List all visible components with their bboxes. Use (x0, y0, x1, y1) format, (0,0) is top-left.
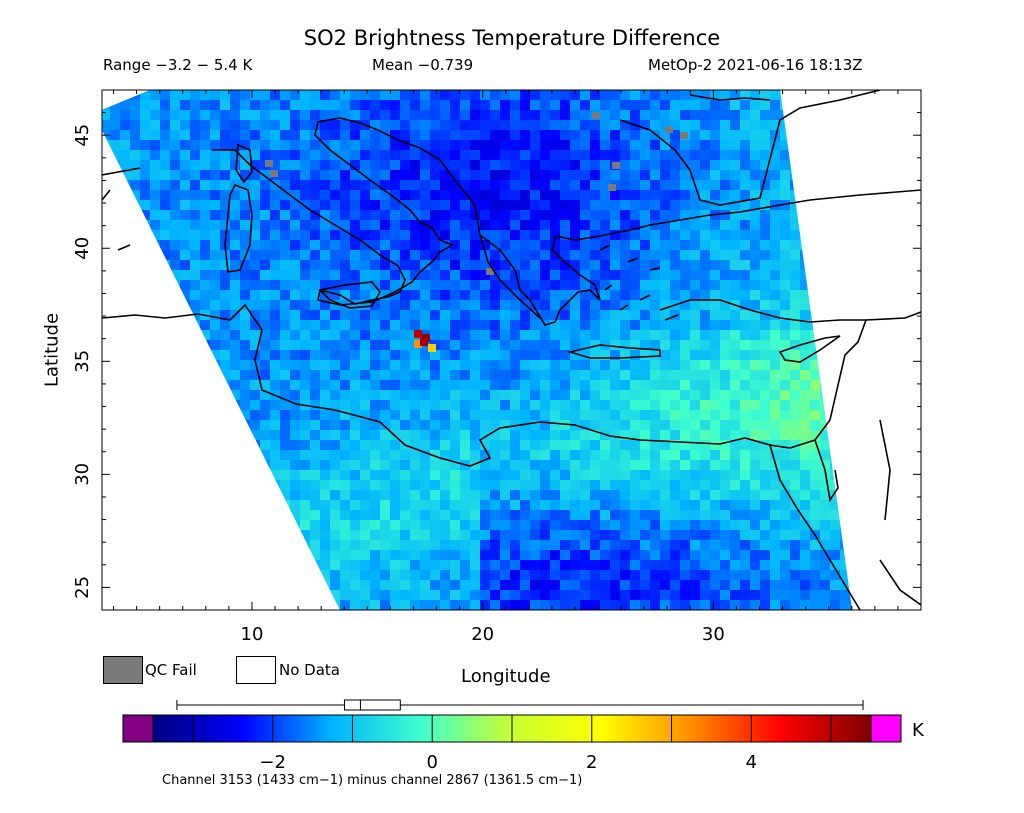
qc-fail-pixel (270, 170, 278, 177)
coastline-sinai (814, 439, 839, 503)
axis-ticks (102, 89, 922, 611)
colorbar: −2 0 2 4 (122, 699, 902, 773)
y-tick-label: 30 (72, 463, 93, 486)
colorbar-tick-label: 0 (426, 752, 437, 773)
coastline-north-africa (102, 303, 831, 467)
caption: Channel 3153 (1433 cm−1) minus channel 2… (162, 773, 583, 788)
coastline-greece (479, 189, 921, 326)
coastline-italy (212, 117, 541, 319)
qc-fail-pixel (680, 132, 688, 139)
hotspot-pixel (420, 338, 428, 346)
coastline-north-edge (689, 94, 771, 101)
y-tick-label: 45 (72, 124, 93, 147)
qc-fail-pixel (612, 162, 620, 169)
source-timestamp: MetOp-2 2021-06-16 18:13Z (648, 56, 863, 74)
coastline-red-sea (769, 444, 861, 610)
y-tick-label: 25 (72, 576, 93, 599)
island-sicily (318, 281, 381, 309)
colorbar-tick-label: 2 (586, 752, 597, 773)
colorbar-under (122, 714, 154, 743)
box-whisker (176, 699, 864, 711)
hotspot-pixel (428, 344, 436, 352)
x-axis-label: Longitude (461, 666, 551, 687)
legend-no-data-swatch (236, 656, 276, 684)
box-iqr (343, 699, 401, 711)
coastlines (102, 90, 921, 610)
hotspot-pixel (414, 340, 422, 348)
y-tick-label: 35 (72, 350, 93, 373)
range-label: Range −3.2 − 5.4 K (103, 56, 253, 74)
chart-title: SO2 Brightness Temperature Difference (303, 26, 721, 50)
qc-fail-pixel (665, 126, 673, 133)
colorbar-unit: K (912, 720, 924, 741)
mean-label: Mean −0.739 (372, 56, 474, 74)
hotspot-pixel (414, 330, 422, 338)
colorbar-tick-label: 4 (746, 752, 757, 773)
coastline-east (879, 419, 921, 606)
island-cyprus (778, 335, 841, 363)
coastline-west (102, 167, 141, 251)
legend-qc-fail-label: QC Fail (145, 661, 197, 679)
coastline-black-sea (619, 90, 881, 206)
qc-fail-pixel (608, 184, 616, 191)
qc-fail-pixel (265, 160, 273, 167)
qc-fail-pixel (592, 112, 600, 119)
x-tick-label: 20 (471, 624, 494, 645)
y-axis-label: Latitude (41, 312, 63, 388)
map-frame (101, 89, 922, 611)
x-tick-label: 30 (702, 624, 725, 645)
legend-qc-fail-swatch (103, 656, 143, 684)
qc-fail-pixel (486, 268, 494, 275)
island-corsica (235, 143, 253, 184)
swath-data (102, 90, 852, 610)
legend-no-data-label: No Data (279, 661, 340, 679)
colorbar-over (870, 714, 902, 743)
coastline-turkey-south (659, 299, 866, 323)
aegean-islands (599, 244, 679, 321)
y-tick-label: 40 (72, 237, 93, 260)
colorbar-tick-label: −2 (259, 752, 286, 773)
coastline-levant (829, 311, 921, 421)
island-sardinia (224, 183, 253, 273)
island-crete (566, 344, 661, 359)
x-tick-label: 10 (241, 624, 264, 645)
